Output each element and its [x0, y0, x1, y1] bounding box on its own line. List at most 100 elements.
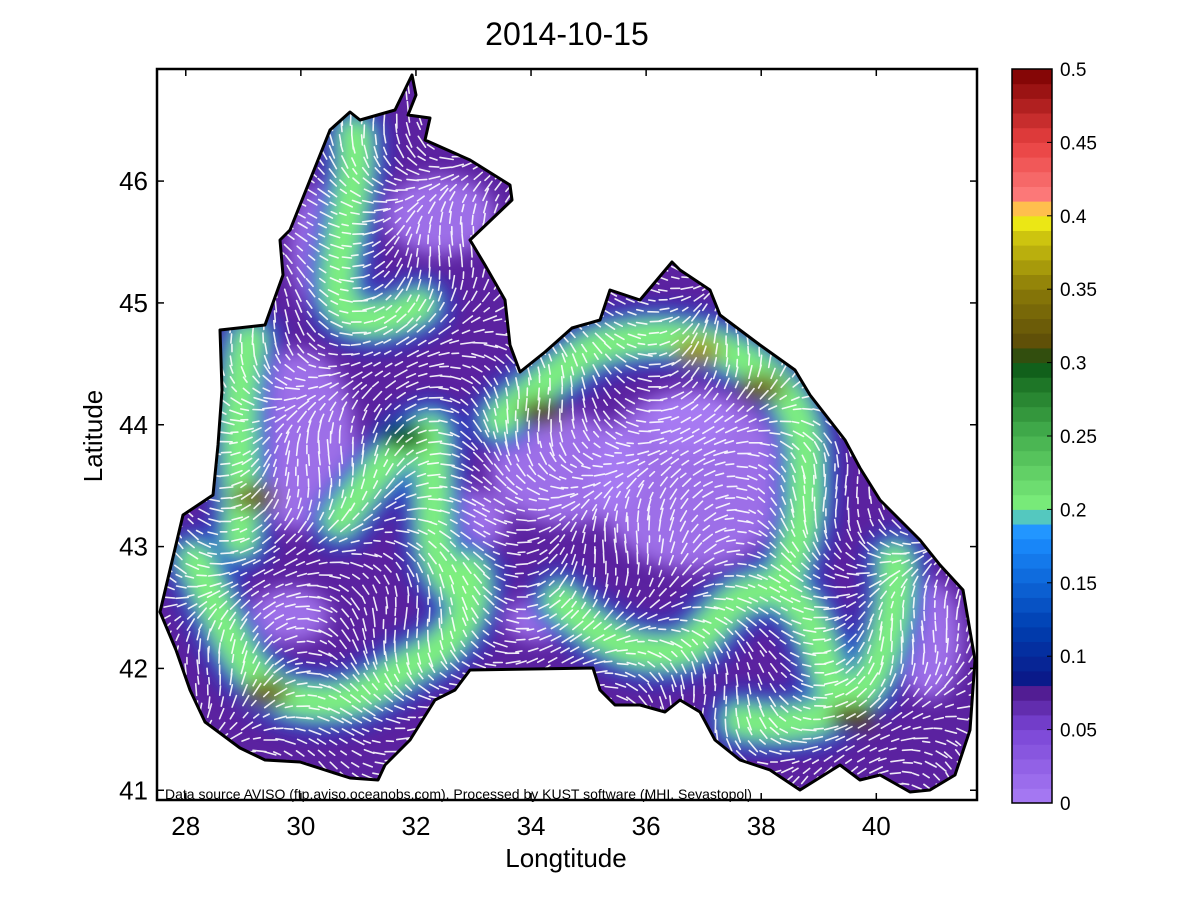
colorbar-band	[1012, 612, 1052, 628]
jet-core	[723, 543, 914, 741]
y-tick-label: 43	[119, 532, 148, 562]
y-tick-label: 46	[119, 166, 148, 196]
colorbar-band	[1012, 98, 1052, 114]
x-tick-label: 30	[286, 811, 315, 841]
colorbar-band	[1012, 641, 1052, 657]
colorbar-band	[1012, 758, 1052, 775]
colorbar-band	[1012, 626, 1052, 643]
colorbar-band	[1012, 171, 1052, 187]
y-tick-label: 44	[119, 410, 148, 440]
data-source-note: Data source AVISO (ftp.aviso.oceanobs.co…	[165, 786, 752, 802]
colorbar-band	[1012, 524, 1052, 540]
colorbar-band	[1012, 406, 1052, 422]
colorbar-band	[1012, 347, 1052, 364]
x-tick-label: 38	[747, 811, 776, 841]
colorbar-band	[1012, 421, 1052, 437]
colorbar-ticks: 0 0.05 0.1 0.15 0.2 0.25 0.3 0.35 0.4 0.45 0.5	[1047, 60, 1097, 815]
colorbar-tick-label: 0.4	[1060, 207, 1087, 228]
colorbar-band	[1012, 318, 1052, 334]
y-axis-label: Latitude	[78, 390, 108, 483]
y-tick-label: 42	[119, 653, 148, 683]
colorbar-band	[1012, 186, 1052, 202]
colorbar-band	[1012, 274, 1052, 290]
slow-region	[385, 175, 495, 255]
colorbar-band	[1012, 69, 1052, 85]
colorbar-band	[1012, 391, 1052, 408]
colorbar-band	[1012, 582, 1052, 598]
colorbar-tick-label: 0.5	[1060, 60, 1086, 81]
speed-maximum	[673, 337, 722, 366]
colorbar-band	[1012, 362, 1052, 378]
plot-frame	[155, 67, 979, 802]
colorbar-band	[1012, 729, 1052, 745]
colorbar-tick-label: 0.45	[1060, 133, 1097, 154]
colorbar-bands	[1012, 69, 1052, 804]
colorbar-band	[1012, 494, 1052, 510]
colorbar-band	[1012, 509, 1052, 525]
jet-core	[483, 319, 824, 497]
colorbar-band	[1012, 700, 1052, 716]
colorbar-band	[1012, 670, 1052, 687]
slow-region	[245, 350, 355, 530]
colorbar-band	[1012, 568, 1052, 584]
colorbar-band	[1012, 215, 1052, 231]
x-tick-label: 28	[171, 811, 200, 841]
colorbar-band	[1012, 685, 1052, 701]
colorbar-band	[1012, 83, 1052, 99]
colorbar-band	[1012, 597, 1052, 613]
colorbar-band	[1012, 289, 1052, 305]
colorbar-tick-label: 0.1	[1060, 647, 1086, 668]
colorbar-tick-label: 0.35	[1060, 280, 1097, 301]
colorbar-band	[1012, 377, 1052, 393]
colorbar-band	[1012, 142, 1052, 158]
colorbar-band	[1012, 744, 1052, 760]
speed-maximum	[230, 483, 279, 512]
jet-core	[320, 118, 437, 337]
colorbar-band	[1012, 714, 1052, 731]
jet-core	[543, 572, 847, 697]
colorbar-tick-label: 0.05	[1060, 721, 1097, 742]
speed-maximum	[242, 678, 291, 707]
chart-title: 2014-10-15	[485, 16, 649, 52]
colorbar-band	[1012, 333, 1052, 349]
speed-maximum	[380, 422, 429, 451]
sea-speed-field	[160, 75, 975, 792]
colorbar-band	[1012, 157, 1052, 173]
slow-region	[650, 390, 730, 450]
y-tick-label: 45	[119, 288, 148, 318]
colorbar-band	[1012, 553, 1052, 569]
colorbar-band	[1012, 230, 1052, 246]
colorbar-band	[1012, 259, 1052, 276]
y-tick-label: 41	[119, 775, 148, 805]
x-tick-label: 32	[401, 811, 430, 841]
x-tick-label: 34	[517, 811, 546, 841]
colorbar-band	[1012, 773, 1052, 789]
x-axis-label: Longtitude	[505, 843, 626, 873]
coastline	[158, 73, 977, 794]
colorbar-band	[1012, 113, 1052, 129]
colorbar-band	[1012, 538, 1052, 554]
colorbar: 0 0.05 0.1 0.15 0.2 0.25 0.3 0.35 0.4 0.45 0.5	[1011, 60, 1097, 815]
y-axis: 41 42 43 44 45 46	[119, 166, 977, 805]
colorbar-tick-label: 0.2	[1060, 500, 1086, 521]
colorbar-band	[1012, 450, 1052, 466]
plot-area	[158, 73, 977, 794]
colorbar-tick-label: 0.15	[1060, 574, 1097, 595]
colorbar-band	[1012, 465, 1052, 481]
colorbar-band	[1012, 788, 1052, 804]
colorbar-band	[1012, 436, 1052, 452]
colorbar-band	[1012, 656, 1052, 672]
colorbar-tick-label: 0	[1060, 794, 1071, 815]
x-axis: 28 30 32 34 36 38 40	[171, 69, 891, 841]
x-tick-label: 36	[632, 811, 661, 841]
x-tick-label: 40	[862, 811, 891, 841]
colorbar-band	[1012, 201, 1052, 217]
colorbar-band	[1012, 127, 1052, 143]
colorbar-band	[1012, 303, 1052, 320]
colorbar-tick-label: 0.3	[1060, 354, 1086, 375]
colorbar-band	[1012, 245, 1052, 261]
speed-maximum	[518, 398, 567, 427]
colorbar-band	[1012, 480, 1052, 496]
colorbar-tick-label: 0.25	[1060, 427, 1097, 448]
